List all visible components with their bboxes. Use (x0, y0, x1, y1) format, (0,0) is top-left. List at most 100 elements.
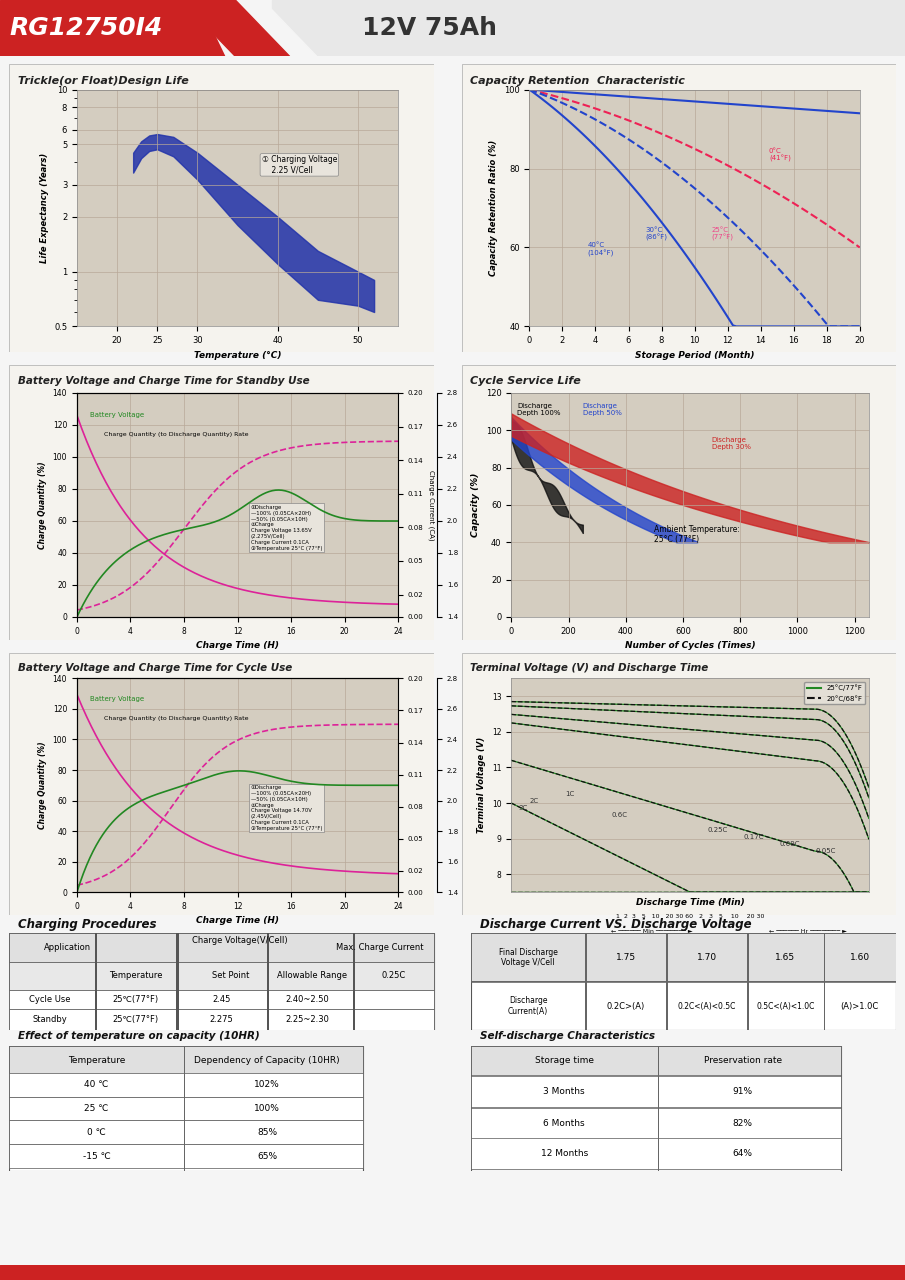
25°C(77°F) (721, 157, 732, 173)
Text: Discharge
Depth 100%: Discharge Depth 100% (517, 403, 560, 416)
0°C(41°F) (694, 95, 705, 110)
Y-axis label: Terminal Voltage (V): Terminal Voltage (V) (478, 737, 486, 833)
Text: Discharge
Depth 50%: Discharge Depth 50% (583, 403, 622, 416)
Bar (267, 933, 270, 1030)
Y-axis label: Battery Voltage (V)/Per Cell: Battery Voltage (V)/Per Cell (462, 457, 469, 553)
40°C(104°F) (587, 136, 598, 151)
Text: 0°C
(41°F): 0°C (41°F) (769, 147, 791, 163)
Text: 2.45: 2.45 (213, 995, 231, 1004)
Text: 40 ℃: 40 ℃ (84, 1080, 109, 1089)
Text: 0.2C>(A): 0.2C>(A) (606, 1001, 645, 1011)
Text: ① Charging Voltage
    2.25 V/Cell: ① Charging Voltage 2.25 V/Cell (262, 155, 337, 174)
Text: 1  2  3   5   10   20 30 60   2   3   5    10    20 30: 1 2 3 5 10 20 30 60 2 3 5 10 20 30 (616, 914, 764, 919)
Y-axis label: Charge Quantity (%): Charge Quantity (%) (38, 461, 47, 549)
Text: Battery Voltage and Charge Time for Standby Use: Battery Voltage and Charge Time for Stan… (17, 376, 310, 385)
Legend: 25°C/77°F, 20°C/68°F: 25°C/77°F, 20°C/68°F (805, 682, 865, 704)
Bar (95, 933, 98, 1030)
40°C(104°F) (854, 319, 865, 334)
Text: 40°C
(104°F): 40°C (104°F) (587, 242, 614, 257)
Text: 0.09C: 0.09C (779, 841, 800, 847)
Text: Battery Voltage and Charge Time for Cycle Use: Battery Voltage and Charge Time for Cycl… (17, 663, 291, 673)
Text: 0.5C<(A)<1.0C: 0.5C<(A)<1.0C (757, 1001, 814, 1011)
Bar (666, 933, 668, 1030)
0°C(41°F) (524, 82, 535, 97)
Text: 85%: 85% (257, 1128, 277, 1137)
Bar (184, 1046, 186, 1171)
Bar (471, 1046, 841, 1171)
Bar (471, 1108, 841, 1139)
Text: ①Discharge
—100% (0.05CA×20H)
—50% (0.05CA×10H)
②Charge
Charge Voltage 14.70V
(2: ①Discharge —100% (0.05CA×20H) —50% (0.05… (251, 786, 322, 831)
Text: Trickle(or Float)Design Life: Trickle(or Float)Design Life (17, 76, 188, 86)
Text: Temperature: Temperature (68, 1056, 125, 1065)
Text: 0.2C<(A)<0.5C: 0.2C<(A)<0.5C (678, 1001, 736, 1011)
Text: 65%: 65% (257, 1152, 277, 1161)
40°C(104°F) (694, 266, 705, 282)
X-axis label: Storage Period (Month): Storage Period (Month) (634, 351, 755, 360)
25°C(77°F) (828, 221, 839, 237)
X-axis label: Charge Time (H): Charge Time (H) (196, 641, 279, 650)
Text: ①Discharge
—100% (0.05CA×20H)
—50% (0.05CA×10H)
②Charge
Charge Voltage 13.65V
(2: ①Discharge —100% (0.05CA×20H) —50% (0.05… (251, 504, 322, 550)
Text: Charging Procedures: Charging Procedures (18, 918, 157, 931)
0°C(41°F) (854, 106, 865, 122)
40°C(104°F) (841, 319, 852, 334)
30°C(86°F) (721, 209, 732, 224)
Text: 2.275: 2.275 (210, 1015, 233, 1024)
X-axis label: Charge Time (H): Charge Time (H) (196, 916, 279, 925)
0°C(41°F) (587, 87, 598, 102)
Text: Allowable Range: Allowable Range (277, 972, 348, 980)
Text: Terminal Voltage (V) and Discharge Time: Terminal Voltage (V) and Discharge Time (471, 663, 709, 673)
Text: Standby: Standby (33, 1015, 67, 1024)
Text: 102%: 102% (254, 1080, 280, 1089)
Bar (586, 933, 587, 1030)
Text: Preservation rate: Preservation rate (704, 1056, 782, 1065)
Text: 25 ℃: 25 ℃ (84, 1103, 109, 1114)
Text: Ambient Temperature:
25°C (77°F): Ambient Temperature: 25°C (77°F) (654, 525, 740, 544)
Text: Max. Charge Current: Max. Charge Current (337, 943, 424, 952)
Bar (9, 1120, 363, 1144)
Bar (353, 933, 355, 1030)
30°C(86°F) (694, 184, 705, 200)
Text: 91%: 91% (733, 1087, 753, 1096)
Text: ← ────── Min ──────── ►: ← ────── Min ──────── ► (612, 929, 693, 934)
30°C(86°F) (524, 82, 535, 97)
25°C(77°F) (601, 105, 612, 120)
Bar (9, 1097, 363, 1120)
Text: Discharge
Depth 30%: Discharge Depth 30% (711, 436, 750, 451)
0°C(41°F) (838, 105, 849, 120)
Bar (9, 933, 434, 963)
Y-axis label: Capacity Retention Ratio (%): Capacity Retention Ratio (%) (490, 140, 499, 276)
Y-axis label: Life Expectancy (Years): Life Expectancy (Years) (40, 152, 49, 264)
Text: Storage time: Storage time (535, 1056, 594, 1065)
Y-axis label: Capacity (%): Capacity (%) (472, 472, 481, 538)
Text: 25°C
(77°F): 25°C (77°F) (711, 227, 733, 241)
Text: 3 Months: 3 Months (543, 1087, 585, 1096)
Text: Charge Voltage(V/Cell): Charge Voltage(V/Cell) (192, 937, 288, 946)
Bar (9, 1009, 434, 1030)
X-axis label: Number of Cycles (Times): Number of Cycles (Times) (624, 641, 756, 650)
Text: 100%: 100% (254, 1103, 280, 1114)
Bar (471, 1138, 841, 1170)
40°C(104°F) (831, 319, 842, 334)
Text: 2C: 2C (529, 799, 538, 804)
Bar (824, 933, 825, 1030)
Bar (9, 963, 434, 989)
Line: 0°C(41°F): 0°C(41°F) (529, 90, 860, 114)
Text: 25℃(77°F): 25℃(77°F) (113, 1015, 158, 1024)
Text: Effect of temperature on capacity (10HR): Effect of temperature on capacity (10HR) (18, 1032, 260, 1042)
Text: Cycle Service Life: Cycle Service Life (471, 376, 581, 385)
Line: 25°C(77°F): 25°C(77°F) (529, 90, 860, 247)
Text: 0 ℃: 0 ℃ (87, 1128, 106, 1137)
25°C(77°F) (524, 82, 535, 97)
40°C(104°F) (601, 150, 612, 165)
Line: 30°C(86°F): 30°C(86°F) (529, 90, 860, 326)
Text: 0.05C: 0.05C (815, 847, 835, 854)
Bar (471, 1046, 841, 1075)
Text: 0.25C: 0.25C (708, 827, 729, 832)
30°C(86°F) (831, 319, 842, 334)
Text: Charge Quantity (to Discharge Quantity) Rate: Charge Quantity (to Discharge Quantity) … (104, 433, 248, 438)
Text: 1.70: 1.70 (697, 952, 717, 963)
Y-axis label: Charge Quantity (%): Charge Quantity (%) (38, 741, 47, 829)
30°C(86°F) (841, 319, 852, 334)
25°C(77°F) (854, 239, 865, 255)
40°C(104°F) (721, 307, 732, 323)
